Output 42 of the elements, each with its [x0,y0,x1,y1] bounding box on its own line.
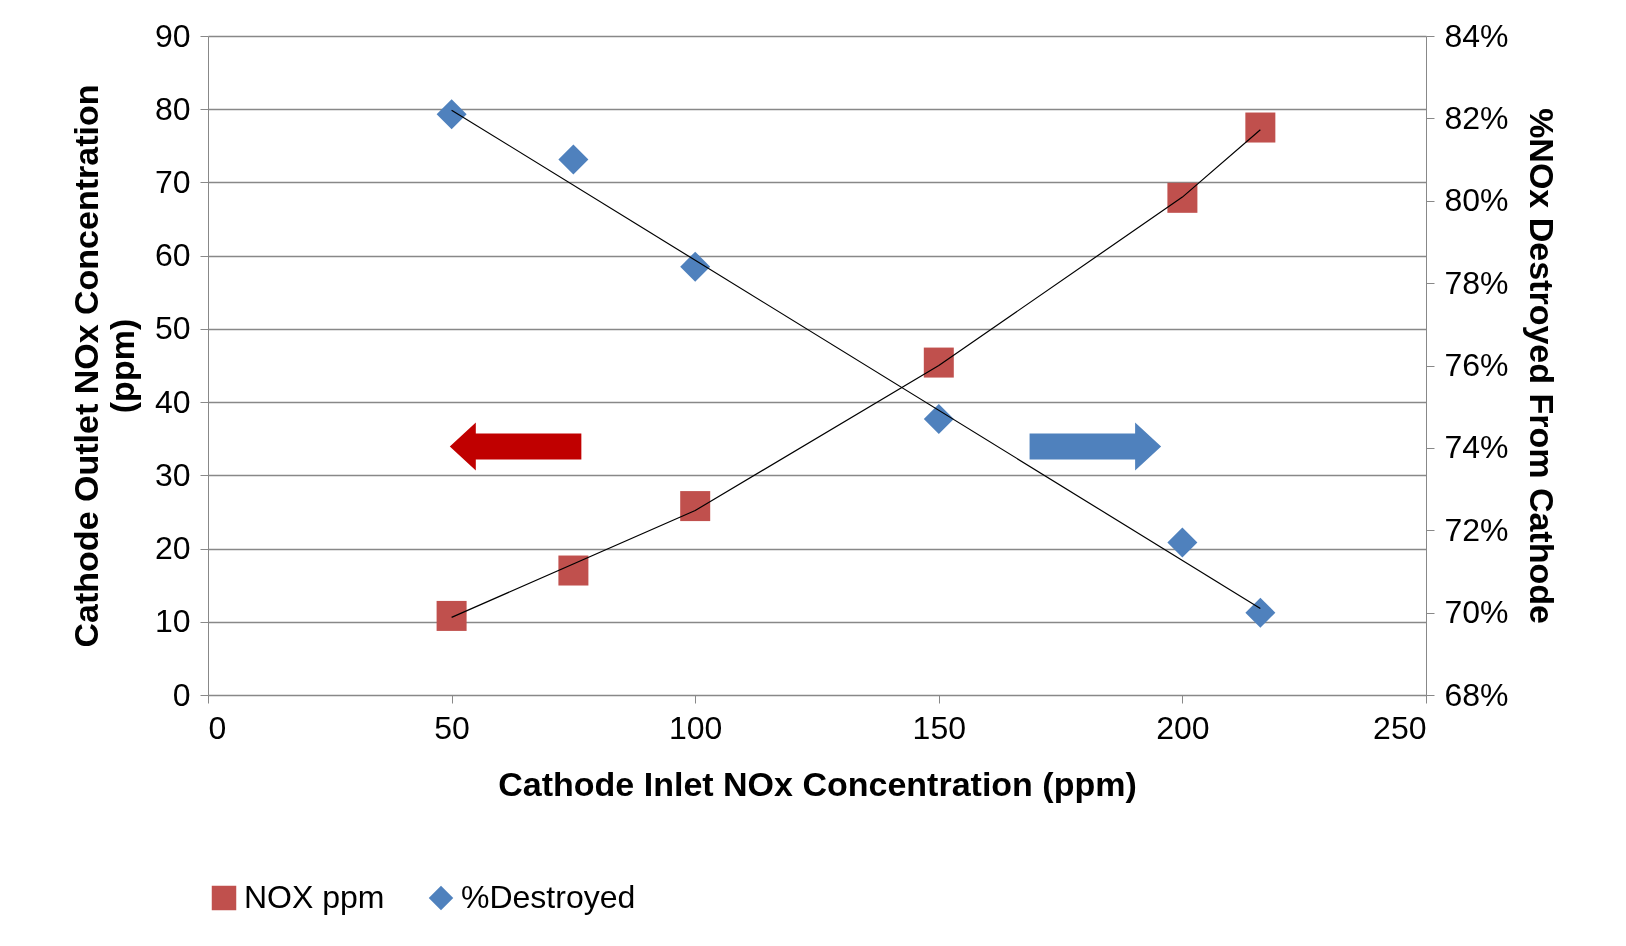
y-tick-label: 10 [154,603,191,640]
x-tick-label: 50 [434,709,470,746]
y2-tick-label: 76% [1444,347,1509,383]
point [680,491,711,522]
point [1245,112,1276,143]
y-tick-label: 90 [154,17,191,54]
y2-tick-label: 82% [1444,99,1509,136]
point [923,347,954,378]
y2-tick-label: 70% [1444,594,1509,631]
point [558,144,589,175]
point [558,555,589,586]
y-tick-label: 0 [172,676,191,713]
y-tick-label: 20 [154,530,191,567]
point [1167,182,1198,213]
y2-axis-title: %NOx Destroyed From Cathode [1522,108,1561,624]
y-tick-label: 60 [154,237,191,274]
y-tick-label: 40 [154,383,191,420]
legend-label: %Destroyed [461,879,636,915]
x-axis-title: Cathode Inlet NOx Concentration (ppm) [498,764,1137,803]
point [436,600,467,631]
point [1167,527,1198,558]
y2-tick-label: 68% [1444,676,1509,713]
y-tick-label: 80 [154,90,191,127]
y2-tick-label: 84% [1444,17,1509,54]
legend-label: NOX ppm [244,879,385,915]
y2-tick-label: 72% [1444,511,1509,548]
y2-tick-label: 74% [1444,429,1509,466]
x-tick-label: 250 [1373,709,1427,746]
x-tick-label: 0 [208,709,227,746]
y-tick-label: 70 [154,163,191,200]
point [680,251,711,282]
y-axis-title: Cathode Outlet NOx Concentration (ppm) [66,84,141,648]
y-tick-label: 30 [154,456,191,493]
y-tick-label: 50 [154,310,191,347]
point [436,99,467,130]
y2-tick-label: 78% [1444,264,1509,301]
x-tick-label: 150 [912,709,966,746]
x-tick-label: 200 [1156,709,1210,746]
point [1245,597,1276,628]
y2-tick-label: 80% [1444,182,1509,219]
point [923,404,954,435]
x-tick-label: 100 [669,709,723,746]
